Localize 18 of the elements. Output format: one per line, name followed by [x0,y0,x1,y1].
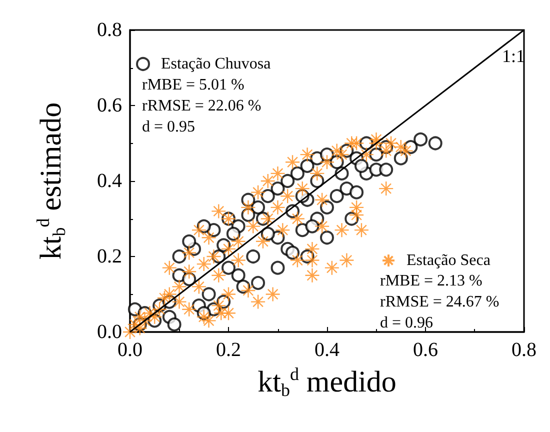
annotation: rMBE = 2.13 % [380,272,482,290]
annotation: rRMSE = 24.67 % [380,294,500,310]
y-tick-label: 0.4 [97,170,122,192]
x-tick-label: 0.6 [413,339,438,361]
y-tick-label: 0.8 [97,19,122,41]
series-label: 1:1 [502,46,526,66]
x-tick-label: 0.4 [314,339,340,361]
annotation: d = 0.95 [142,118,196,136]
legend-label: Estação Chuvosa [161,56,271,72]
x-tick-label: 0.2 [216,339,241,361]
y-tick-label: 0.6 [97,94,122,116]
annotation: rMBE = 5.01 % [142,76,244,94]
legend-label: Estação Seca [406,252,490,269]
x-tick-label: 0.8 [512,339,536,361]
y-tick-label: 0.2 [97,246,122,268]
annotation: rRMSE = 22.06 % [142,98,262,114]
annotation: d = 0.96 [380,314,434,332]
y-axis-title: ktbd estimado [33,102,69,260]
